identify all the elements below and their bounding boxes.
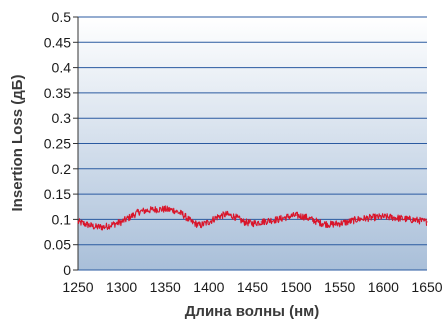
data-point [356, 218, 358, 220]
data-point [147, 209, 149, 211]
data-point [286, 216, 288, 218]
y-tick-label: 0.35 [44, 85, 71, 101]
data-point [217, 216, 219, 218]
data-point [365, 217, 367, 219]
data-point [269, 219, 271, 222]
x-tick-label: 1300 [106, 279, 137, 295]
x-tick-label: 1600 [368, 279, 399, 295]
x-tick-label: 1500 [281, 279, 312, 295]
data-point [330, 223, 332, 226]
data-point [251, 222, 254, 225]
data-point [304, 216, 306, 218]
y-tick-label: 0.15 [44, 186, 71, 202]
y-tick-label: 0.2 [52, 161, 72, 177]
data-point [278, 218, 280, 220]
y-tick-label: 0.3 [52, 110, 72, 126]
data-point [121, 221, 123, 223]
x-tick-label: 1450 [237, 279, 268, 295]
data-point [391, 216, 393, 218]
x-tick-label: 1350 [150, 279, 181, 295]
data-point [321, 222, 323, 225]
data-point [339, 222, 341, 225]
y-tick-label: 0.5 [52, 9, 72, 25]
data-point [260, 221, 262, 223]
data-point [426, 221, 428, 223]
data-point [129, 216, 131, 218]
data-point [138, 211, 140, 213]
data-point [86, 223, 88, 226]
data-point [347, 221, 350, 223]
data-point [382, 216, 384, 218]
data-point [155, 208, 158, 210]
y-tick-label: 0.1 [52, 211, 72, 227]
data-point [295, 214, 297, 216]
data-point [225, 213, 227, 215]
y-tick-label: 0.4 [52, 60, 72, 76]
x-axis-title: Длина волны (нм) [185, 303, 320, 320]
data-point [77, 221, 79, 223]
series-line [77, 205, 428, 231]
x-tick-label: 1400 [193, 279, 224, 295]
series-layer [77, 205, 428, 231]
data-point [417, 219, 419, 222]
gridlines [77, 16, 427, 271]
y-tick-label: 0.25 [44, 136, 71, 152]
data-point [190, 221, 193, 223]
x-tick-label: 1250 [62, 279, 93, 295]
y-tick-label: 0.45 [44, 34, 71, 50]
x-tick-label: 1650 [411, 279, 442, 295]
x-tick-label: 1550 [324, 279, 355, 295]
data-point [312, 219, 315, 222]
data-point [374, 216, 376, 218]
y-tick-label: 0 [63, 262, 71, 278]
data-point [208, 221, 210, 223]
data-point [94, 226, 97, 228]
data-point [408, 218, 411, 220]
tick-labels: 0 0.05 0.1 0.15 0.2 0.25 0.3 0.35 0.4 0.45 0.5 1250… [44, 9, 443, 295]
data-point [164, 208, 166, 210]
data-point [199, 224, 201, 227]
data-point [243, 221, 245, 223]
data-point [173, 209, 175, 211]
data-point [182, 213, 184, 215]
data-point [400, 217, 402, 219]
y-tick-label: 0.05 [44, 237, 71, 253]
data-point [112, 223, 114, 226]
data-point [103, 226, 105, 228]
y-axis-title: Insertion Loss (дБ) [9, 75, 26, 212]
data-point [234, 216, 236, 218]
